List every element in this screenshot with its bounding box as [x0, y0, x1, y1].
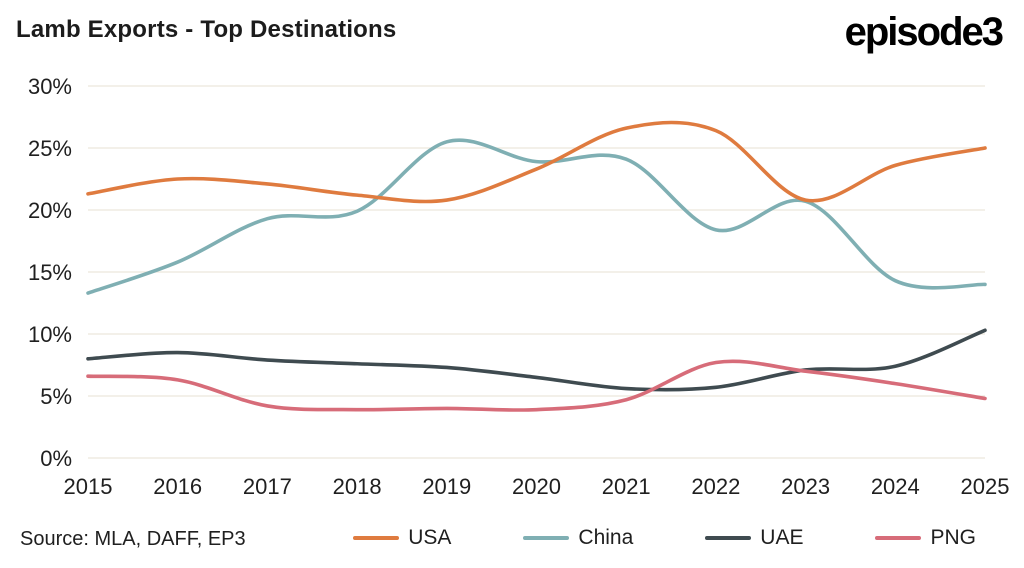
- header: Lamb Exports - Top Destinations episode3: [0, 10, 1024, 62]
- series-line-usa: [86, 120, 987, 204]
- y-tick-label: 30%: [28, 74, 72, 99]
- x-tick-label: 2021: [602, 474, 651, 499]
- legend-item-uae: UAE: [705, 526, 803, 550]
- y-tick-label: 10%: [28, 322, 72, 347]
- legend-label-uae: UAE: [760, 526, 804, 549]
- series-line-china: [86, 138, 987, 295]
- footer: Source: MLA, DAFF, EP3 USA China UAE PNG: [0, 520, 1024, 564]
- chart-svg: 0% 5% 10% 15% 20% 25% 30% 2015 2016 2017 2018 2019 2…: [28, 74, 1010, 499]
- y-tick-label: 15%: [28, 260, 72, 285]
- x-tick-label: 2015: [64, 474, 113, 499]
- legend-label-china: China: [578, 526, 634, 549]
- uae-line-swatch-icon: [705, 536, 752, 540]
- x-tick-label: 2022: [691, 474, 740, 499]
- y-tick-label: 25%: [28, 136, 72, 161]
- x-tick-label: 2017: [243, 474, 292, 499]
- legend-item-usa: USA: [353, 526, 451, 550]
- legend-label-png: PNG: [930, 526, 976, 549]
- line-chart: 0% 5% 10% 15% 20% 25% 30% 2015 2016 2017 2018 2019 2…: [0, 58, 1024, 503]
- x-tick-label: 2020: [512, 474, 561, 499]
- y-tick-label: 20%: [28, 198, 72, 223]
- png-line-swatch-icon: [875, 536, 922, 540]
- chart-title: Lamb Exports - Top Destinations: [16, 16, 397, 43]
- y-tick-label: 5%: [40, 384, 72, 409]
- x-tick-label: 2024: [871, 474, 920, 499]
- x-tick-label: 2023: [781, 474, 830, 499]
- source-note: Source: MLA, DAFF, EP3: [20, 528, 246, 550]
- legend-label-usa: USA: [408, 526, 452, 549]
- legend-item-china: China: [523, 526, 633, 550]
- x-tick-label: 2018: [333, 474, 382, 499]
- x-tick-label: 2025: [961, 474, 1010, 499]
- series-line-png: [86, 359, 987, 412]
- usa-line-swatch-icon: [353, 536, 400, 540]
- x-tick-label: 2016: [153, 474, 202, 499]
- legend: USA China UAE PNG: [353, 526, 976, 550]
- series-line-uae: [86, 328, 987, 392]
- legend-item-png: PNG: [875, 526, 976, 550]
- episode3-logo: episode3: [844, 10, 1004, 54]
- y-tick-label: 0%: [40, 446, 72, 471]
- x-tick-label: 2019: [422, 474, 471, 499]
- china-line-swatch-icon: [523, 536, 570, 540]
